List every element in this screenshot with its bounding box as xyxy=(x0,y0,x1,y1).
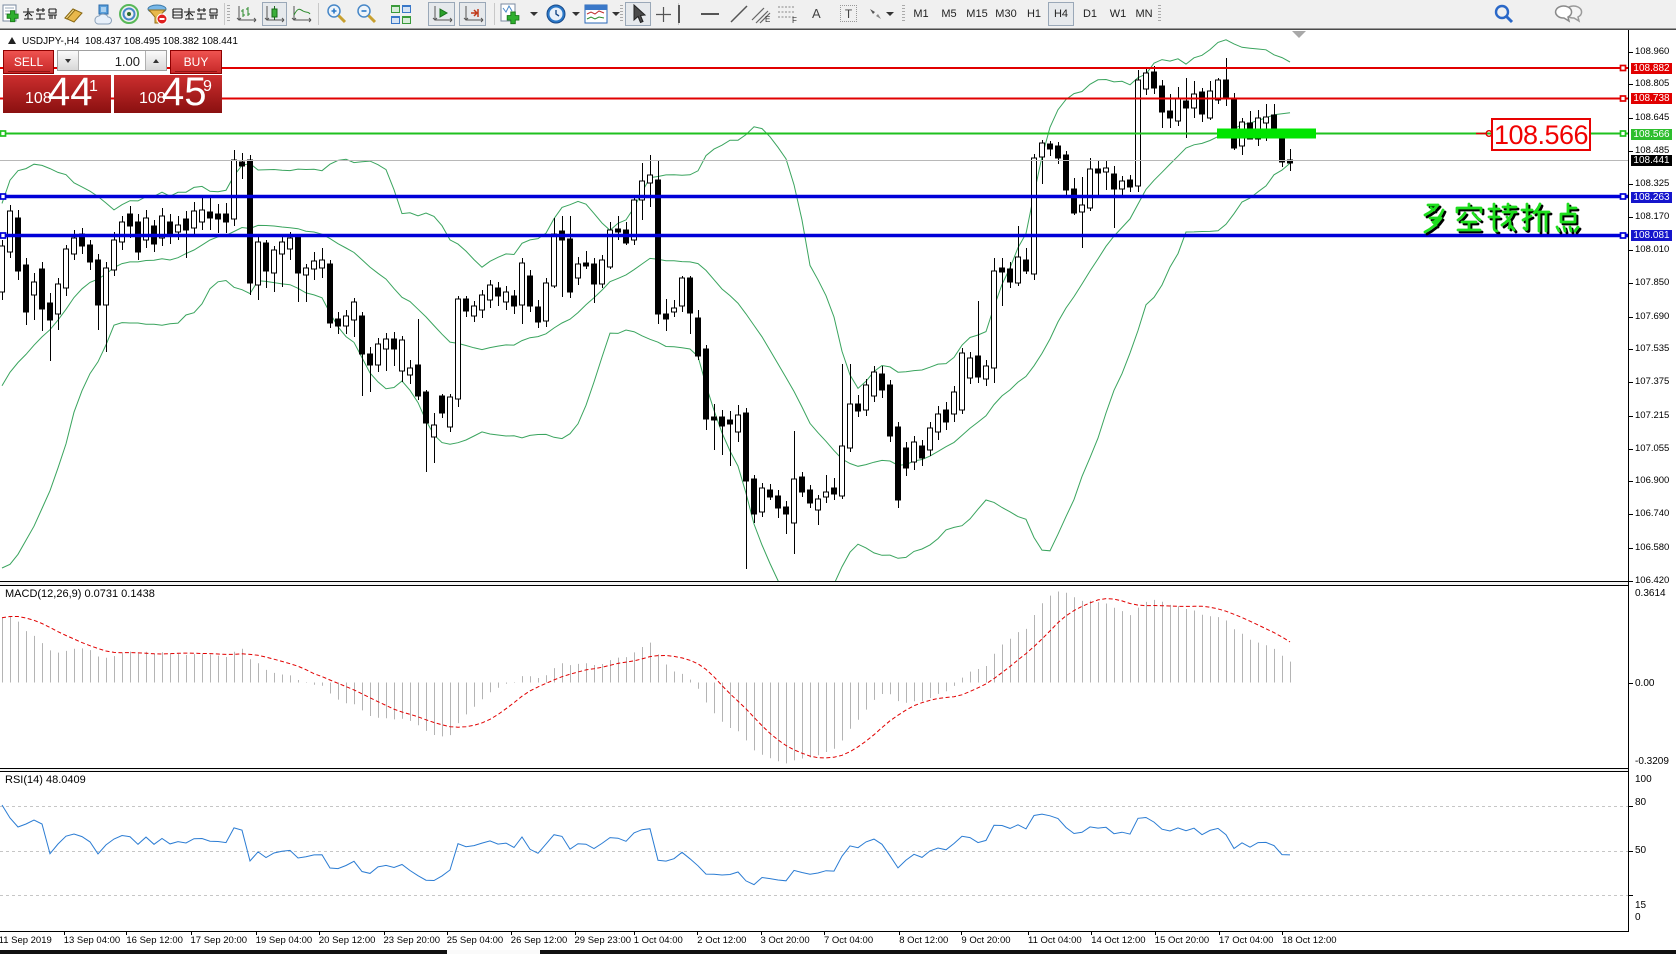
svg-text:E: E xyxy=(765,15,770,24)
svg-text:F: F xyxy=(792,16,797,24)
